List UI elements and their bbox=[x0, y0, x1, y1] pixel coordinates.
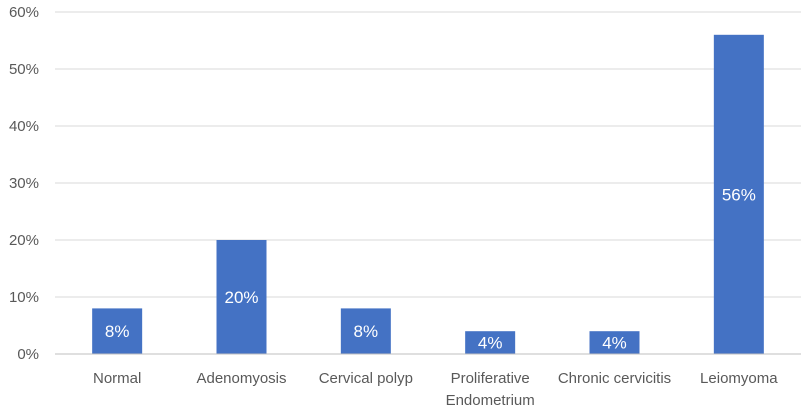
y-tick-label: 60% bbox=[9, 4, 39, 21]
y-tick-label: 0% bbox=[17, 346, 39, 363]
data-label: 4% bbox=[602, 334, 627, 353]
x-tick-label: Proliferative bbox=[451, 370, 530, 387]
y-tick-label: 40% bbox=[9, 118, 39, 135]
x-tick-label: Chronic cervicitis bbox=[558, 370, 671, 387]
data-label: 8% bbox=[354, 322, 379, 341]
x-tick-label: Normal bbox=[93, 370, 141, 387]
x-tick-label: Cervical polyp bbox=[319, 370, 413, 387]
x-tick-label: Adenomyosis bbox=[196, 370, 286, 387]
data-label: 56% bbox=[722, 185, 756, 204]
x-tick-label: Leiomyoma bbox=[700, 370, 778, 387]
x-tick-label: Endometrium bbox=[446, 392, 535, 409]
y-tick-label: 10% bbox=[9, 289, 39, 306]
bars bbox=[92, 34, 764, 355]
y-tick-label: 20% bbox=[9, 232, 39, 249]
bar bbox=[340, 308, 391, 354]
data-label: 8% bbox=[105, 322, 130, 341]
x-axis-tick-labels: Normal Adenomyosis Cervical polyp Prolifera… bbox=[93, 370, 778, 409]
data-label: 4% bbox=[478, 334, 503, 353]
bar bbox=[216, 240, 267, 354]
data-label: 20% bbox=[224, 288, 258, 307]
y-tick-label: 50% bbox=[9, 61, 39, 78]
bar bbox=[589, 331, 640, 354]
bar bbox=[92, 308, 143, 354]
y-tick-label: 30% bbox=[9, 175, 39, 192]
gridlines bbox=[55, 11, 801, 298]
y-axis-tick-labels: 0% 10% 20% 30% 40% 50% 60% bbox=[9, 4, 39, 363]
data-labels: 8% 20% 8% 4% 4% 56% bbox=[105, 185, 756, 352]
bar bbox=[465, 331, 516, 354]
bar bbox=[713, 34, 764, 355]
